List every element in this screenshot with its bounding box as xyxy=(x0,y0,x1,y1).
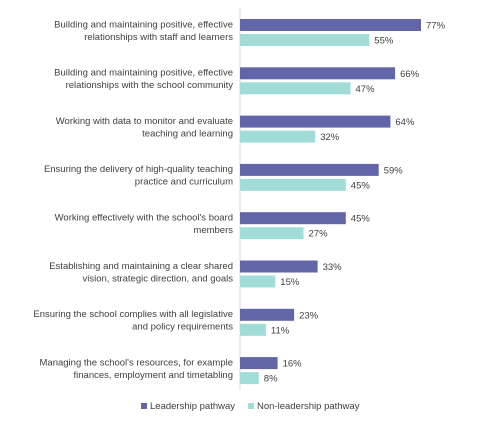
bar-leadership xyxy=(240,260,318,273)
data-label: 66% xyxy=(400,69,420,80)
bar-non-leadership xyxy=(240,372,259,385)
bar-leadership xyxy=(240,19,421,31)
category-label: Building and maintaining positive, effec… xyxy=(54,68,233,92)
category-label-line: teaching and learning xyxy=(142,128,233,139)
category-label-line: relationships with the school community xyxy=(66,80,234,91)
category-label-line: finances, employment and timetabling xyxy=(74,370,233,381)
data-label: 23% xyxy=(299,310,319,321)
data-label: 11% xyxy=(271,325,290,336)
data-label: 16% xyxy=(283,359,303,370)
value-labels-group: 77% 55% 66% 47% 64% 32% 59% 45% 45% 27% 33% 15% 23% 1… xyxy=(264,21,446,385)
category-label-line: Building and maintaining positive, effec… xyxy=(54,68,233,79)
bar-leadership xyxy=(240,115,391,128)
category-label-line: members xyxy=(193,225,233,236)
category-label-line: Working with data to monitor and evaluat… xyxy=(56,116,233,127)
data-label: 55% xyxy=(374,36,394,47)
category-label-line: vision, strategic direction, and goals xyxy=(83,273,234,284)
legend-swatch-leadership xyxy=(141,403,147,409)
category-label-line: Building and maintaining positive, effec… xyxy=(54,19,233,30)
legend-label: Non-leadership pathway xyxy=(257,401,360,412)
data-label: 45% xyxy=(351,180,371,191)
bar-leadership xyxy=(240,163,379,176)
data-label: 45% xyxy=(351,214,371,225)
bar-non-leadership xyxy=(240,130,316,143)
bar-leadership xyxy=(240,67,396,80)
bar-non-leadership xyxy=(240,227,304,240)
category-label: Working effectively with the school's bo… xyxy=(55,212,234,236)
category-label: Managing the school's resources, for exa… xyxy=(40,357,234,381)
category-label-line: Establishing and maintaining a clear sha… xyxy=(49,261,233,272)
category-label-line: and policy requirements xyxy=(132,322,233,333)
bar-leadership xyxy=(240,212,346,225)
legend-swatch-non-leadership xyxy=(248,403,254,409)
category-label: Ensuring the delivery of high-quality te… xyxy=(44,164,233,188)
bar-leadership xyxy=(240,308,295,321)
category-label: Building and maintaining positive, effec… xyxy=(54,19,233,43)
legend-label: Leadership pathway xyxy=(150,401,235,412)
data-label: 33% xyxy=(323,262,343,273)
bar-non-leadership xyxy=(240,323,266,336)
bar-non-leadership xyxy=(240,178,346,191)
category-label: Working with data to monitor and evaluat… xyxy=(56,116,233,140)
category-label-line: Ensuring the school complies with all le… xyxy=(33,309,233,320)
category-label-line: Managing the school's resources, for exa… xyxy=(40,357,234,368)
data-label: 47% xyxy=(356,84,376,95)
data-label: 27% xyxy=(309,229,329,240)
data-label: 8% xyxy=(264,374,278,385)
data-label: 15% xyxy=(280,277,300,288)
bar-non-leadership xyxy=(240,34,370,46)
category-label-line: practice and curriculum xyxy=(135,177,233,188)
bars-group xyxy=(240,19,421,385)
data-label: 64% xyxy=(395,117,415,128)
bar-non-leadership xyxy=(240,275,276,288)
category-labels-group: Building and maintaining positive, effec… xyxy=(33,19,234,381)
bar-leadership xyxy=(240,357,278,370)
data-label: 77% xyxy=(426,21,446,32)
category-label-line: Working effectively with the school's bo… xyxy=(55,212,233,223)
category-label-line: Ensuring the delivery of high-quality te… xyxy=(44,164,233,175)
bar-non-leadership xyxy=(240,82,351,95)
legend: Leadership pathway Non-leadership pathway xyxy=(141,401,360,412)
data-label: 59% xyxy=(384,165,404,176)
category-label-line: relationships with staff and learners xyxy=(84,32,233,43)
category-label: Establishing and maintaining a clear sha… xyxy=(49,261,233,285)
category-label: Ensuring the school complies with all le… xyxy=(33,309,233,333)
data-label: 32% xyxy=(320,132,340,143)
